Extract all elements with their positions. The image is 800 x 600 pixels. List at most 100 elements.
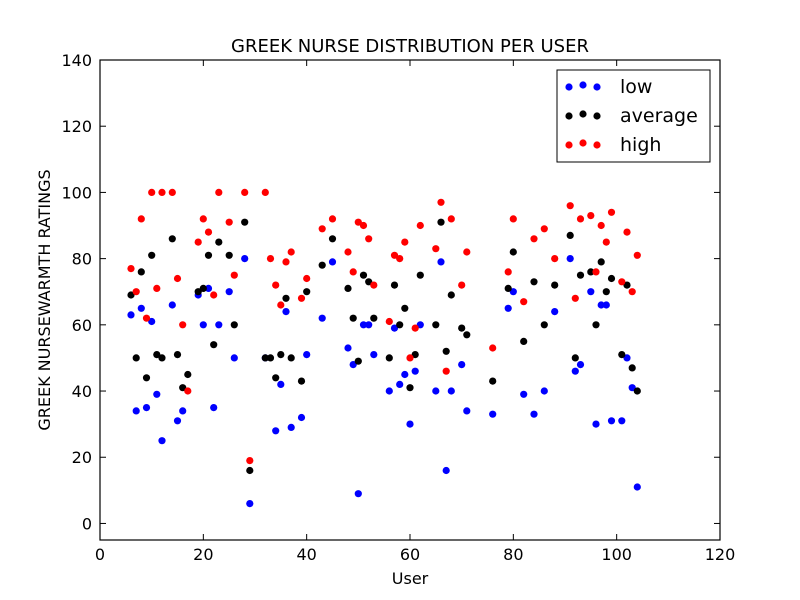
data-point-high — [442, 367, 450, 375]
data-point-low — [287, 423, 295, 431]
y-tick-label: 60 — [72, 316, 92, 335]
data-point-average — [199, 284, 207, 292]
data-point-high — [447, 215, 455, 223]
data-point-low — [225, 288, 233, 296]
y-tick-label: 80 — [72, 250, 92, 269]
data-point-average — [628, 364, 636, 372]
data-point-high — [287, 248, 295, 256]
data-point-average — [153, 351, 161, 359]
data-point-low — [416, 321, 424, 329]
data-point-low — [204, 284, 213, 292]
data-point-average — [215, 238, 223, 246]
y-tick-label: 100 — [61, 183, 92, 202]
data-point-average — [520, 337, 528, 345]
data-point-average — [241, 218, 249, 226]
data-point-high — [396, 255, 404, 263]
data-point-low — [437, 258, 445, 266]
data-point-average — [390, 281, 399, 289]
data-point-average — [287, 354, 295, 362]
data-point-low — [432, 387, 440, 395]
x-tick-label: 20 — [193, 545, 213, 564]
data-point-high — [540, 225, 548, 233]
data-point-high — [370, 281, 378, 289]
data-point-high — [401, 238, 409, 246]
data-point-high — [132, 288, 140, 296]
data-point-average — [504, 284, 512, 292]
legend-marker — [565, 141, 573, 149]
chart-title: GREEK NURSE DISTRIBUTION PER USER — [231, 36, 589, 57]
data-point-high — [173, 274, 182, 283]
data-point-average — [359, 271, 368, 279]
data-point-average — [328, 235, 337, 243]
x-tick-label: 80 — [503, 545, 523, 564]
data-point-low — [344, 344, 352, 352]
data-point-high — [416, 221, 424, 230]
data-point-high — [576, 215, 585, 223]
data-point-low — [158, 437, 166, 445]
data-point-high — [153, 284, 161, 292]
legend-marker — [565, 112, 573, 120]
data-point-low — [132, 407, 140, 415]
legend-label: average — [620, 105, 698, 127]
data-point-high — [432, 245, 440, 253]
series-average — [127, 218, 641, 475]
data-point-high — [385, 317, 393, 326]
data-point-average — [530, 278, 538, 286]
data-point-average — [442, 347, 450, 355]
data-point-average — [365, 278, 373, 286]
data-point-high — [359, 221, 368, 230]
data-point-high — [127, 265, 135, 273]
series-high — [127, 188, 641, 465]
data-point-high — [602, 238, 610, 246]
data-point-high — [365, 235, 373, 243]
data-point-low — [458, 361, 466, 369]
data-point-average — [411, 351, 419, 359]
data-point-high — [204, 228, 213, 236]
data-point-average — [576, 271, 585, 279]
data-point-low — [241, 255, 249, 263]
data-point-average — [401, 304, 409, 312]
data-point-low — [396, 380, 404, 388]
data-point-high — [349, 268, 357, 276]
data-points — [127, 188, 641, 508]
data-point-high — [148, 188, 156, 196]
data-point-low — [463, 407, 471, 415]
data-point-low — [297, 413, 306, 422]
data-point-low — [303, 351, 311, 359]
data-point-average — [571, 354, 579, 362]
data-point-high — [303, 274, 311, 283]
data-point-average — [168, 235, 176, 243]
data-point-low — [628, 384, 636, 392]
data-point-average — [618, 351, 626, 359]
data-point-average — [489, 377, 497, 385]
data-point-high — [158, 188, 166, 196]
data-point-high — [633, 251, 641, 259]
legend-marker — [593, 83, 601, 91]
data-point-average — [303, 288, 311, 296]
legend-entry-average: average — [565, 105, 698, 127]
data-point-low — [602, 301, 610, 309]
data-point-high — [571, 294, 579, 302]
data-point-average — [385, 354, 393, 362]
data-point-average — [370, 314, 378, 322]
data-point-low — [633, 483, 641, 491]
data-point-average — [127, 291, 135, 299]
data-point-average — [266, 354, 275, 362]
data-point-low — [592, 420, 600, 428]
data-point-average — [354, 357, 362, 365]
data-point-high — [587, 212, 595, 220]
legend-entry-low: low — [565, 76, 652, 98]
data-point-average — [587, 268, 595, 276]
data-point-low — [210, 404, 218, 412]
data-point-average — [277, 351, 285, 359]
data-point-high — [463, 248, 471, 256]
data-point-average — [210, 341, 218, 349]
data-point-low — [551, 308, 559, 316]
data-point-high — [406, 354, 414, 362]
data-point-high — [266, 255, 275, 263]
data-point-high — [246, 457, 254, 465]
data-point-low — [571, 367, 579, 375]
data-point-average — [551, 281, 559, 289]
data-point-average — [282, 294, 290, 302]
